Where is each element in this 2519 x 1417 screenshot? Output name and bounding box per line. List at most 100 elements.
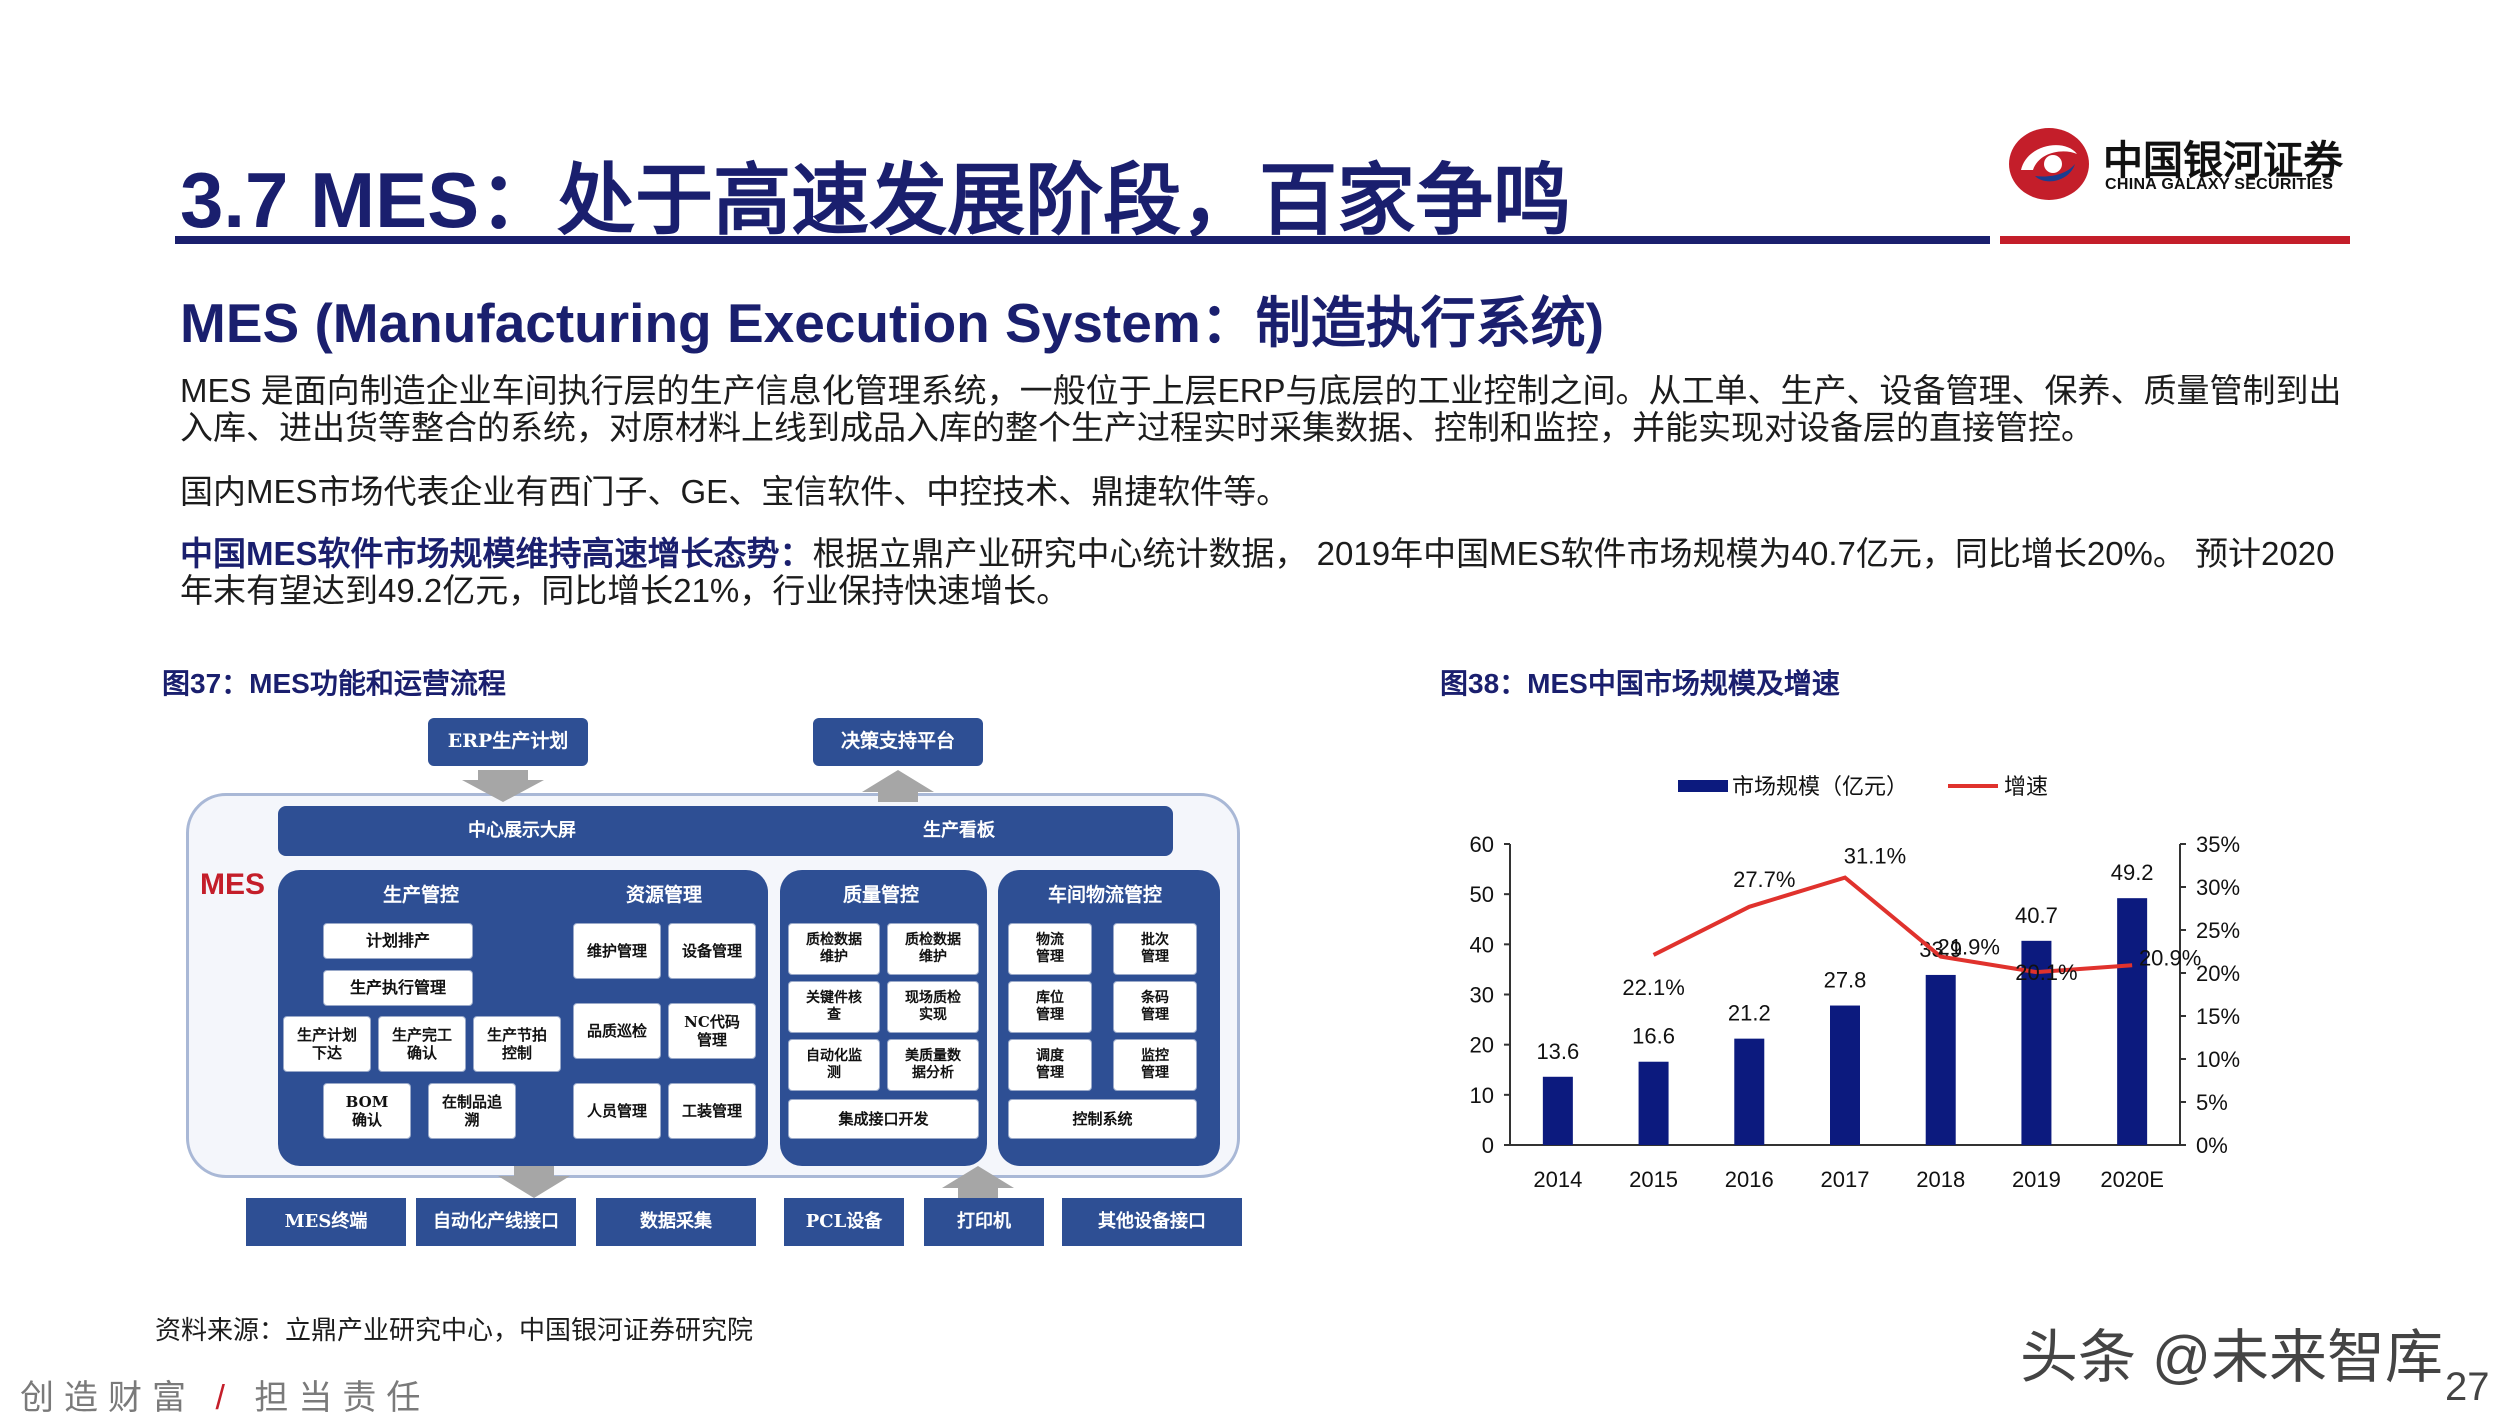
- mes-label: MES: [200, 868, 266, 901]
- bottom-box-line-interface: 自动化产线接口: [416, 1198, 576, 1246]
- item-qc-data-1: 质检数据 维护: [788, 923, 880, 975]
- x-tick-label: 2017: [1821, 1167, 1870, 1192]
- bottom-box-mes-terminal: MES终端: [246, 1198, 406, 1246]
- x-tick-label: 2015: [1629, 1167, 1678, 1192]
- bar-value-label: 16.6: [1632, 1024, 1675, 1049]
- page-title: 3.7 MES：处于高速发展阶段，百家争鸣: [180, 156, 1572, 244]
- growth-value-label: 20.1%: [2015, 960, 2077, 985]
- footer-slogan: 创造财富 / 担当责任: [20, 1370, 430, 1417]
- bar-value-label: 49.2: [2111, 860, 2154, 885]
- title-rule-red: [2000, 236, 2350, 244]
- x-tick-label: 2019: [2012, 1167, 2061, 1192]
- panel-title-production: 生产管控: [383, 884, 460, 906]
- item-qc-data-2: 质检数据 维护: [887, 923, 979, 975]
- panel-title-resources: 资源管理: [626, 884, 703, 906]
- bar: [2117, 898, 2148, 1145]
- logo-en-text: CHINA GALAXY SECURITIES: [2105, 176, 2334, 193]
- y-tick-label-left: 40: [1470, 932, 1494, 957]
- y-tick-label-right: 5%: [2196, 1090, 2228, 1115]
- flow-arrows: [462, 770, 1014, 1198]
- brand-logo: 中国银河证券 CHINA GALAXY SECURITIES: [2005, 120, 2365, 210]
- item-personnel: 人员管理: [573, 1083, 661, 1139]
- y-tick-label-right: 30%: [2196, 875, 2240, 900]
- item-control-system: 控制系统: [1008, 1099, 1197, 1139]
- paragraph-market-players: 国内MES市场代表企业有西门子、GE、宝信软件、中控技术、鼎捷软件等。: [180, 473, 1290, 510]
- y-tick-label-right: 0%: [2196, 1133, 2228, 1158]
- item-completion-confirm: 生产完工 确认: [378, 1016, 466, 1072]
- section-subtitle: MES (Manufacturing Execution System：制造执行…: [180, 292, 1605, 354]
- y-tick-label-left: 50: [1470, 882, 1494, 907]
- bar-value-label: 21.2: [1728, 1001, 1771, 1026]
- figure38-caption: 图38：MES中国市场规模及增速: [1440, 668, 1840, 699]
- bar-value-label: 27.8: [1824, 968, 1867, 993]
- item-key-part-check: 关键件核 查: [788, 981, 880, 1033]
- item-plan-release: 生产计划 下达: [283, 1016, 371, 1072]
- bar: [1542, 1076, 1573, 1145]
- bar: [2021, 940, 2052, 1145]
- item-onsite-qc: 现场质检 实现: [887, 981, 979, 1033]
- growth-value-label: 31.1%: [1844, 844, 1906, 869]
- item-maintenance: 维护管理: [573, 923, 661, 979]
- paragraph-lead: 中国MES软件市场规模维持高速增长态势：: [180, 535, 813, 572]
- y-tick-label-right: 25%: [2196, 918, 2240, 943]
- legend-line-label: 增速: [2004, 774, 2048, 799]
- paragraph-market-growth: 中国MES软件市场规模维持高速增长态势：根据立鼎产业研究中心统计数据， 2019…: [180, 535, 2360, 609]
- growth-value-label: 21.9%: [1938, 935, 2000, 960]
- y-tick-label-left: 20: [1470, 1033, 1494, 1058]
- item-bom-confirm: BOM 确认: [323, 1083, 411, 1139]
- item-plan-scheduling: 计划排产: [323, 923, 473, 959]
- bar-value-label: 13.6: [1536, 1039, 1579, 1064]
- item-quality-patrol: 品质巡检: [573, 1003, 661, 1059]
- legend-bar-label: 市场规模（亿元）: [1732, 774, 1908, 799]
- y-tick-label-left: 10: [1470, 1083, 1494, 1108]
- slogan-right: 担当责任: [254, 1379, 431, 1417]
- slogan-left: 创造财富: [20, 1379, 196, 1417]
- page-number: 27: [2445, 1365, 2490, 1409]
- y-tick-label-left: 60: [1470, 832, 1494, 857]
- item-location-mgmt: 库位 管理: [1008, 981, 1092, 1033]
- figure37-caption: 图37：MES功能和运营流程: [162, 668, 506, 699]
- bottom-box-other-devices: 其他设备接口: [1062, 1198, 1242, 1246]
- y-tick-label-right: 15%: [2196, 1004, 2240, 1029]
- watermark: 头条 @未来智库: [2020, 1325, 2443, 1390]
- item-quality-analysis: 美质量数 据分析: [887, 1039, 979, 1091]
- bottom-box-pcl: PCL设备: [784, 1198, 904, 1246]
- item-integration-interface: 集成接口开发: [788, 1099, 979, 1139]
- market-size-chart: 0 10 20 30 40 50 60 0% 5% 10% 15% 20% 25% 30% 35% 13.6 2…: [1470, 774, 2241, 1192]
- item-equipment: 设备管理: [668, 923, 756, 979]
- y-tick-label-right: 20%: [2196, 961, 2240, 986]
- bar-value-label: 40.7: [2015, 903, 2058, 928]
- item-nc-code: NC代码 管理: [668, 1003, 756, 1059]
- x-tick-label: 2016: [1725, 1167, 1774, 1192]
- growth-line: [1652, 875, 2133, 975]
- title-rule-blue: [175, 236, 1990, 244]
- legend-bar-swatch: [1678, 780, 1728, 792]
- item-dispatch-mgmt: 调度 管理: [1008, 1039, 1092, 1091]
- paragraph-body: 根据立鼎产业研究中心统计数据， 2019年中国MES软件市场规模为40.7亿元，…: [180, 535, 2335, 609]
- growth-value-label: 27.7%: [1733, 867, 1795, 892]
- paragraph-mes-definition: MES 是面向制造企业车间执行层的生产信息化管理系统，一般位于上层ERP与底层的…: [180, 372, 2342, 446]
- item-wip-trace: 在制品追 溯: [428, 1083, 516, 1139]
- bar: [1925, 974, 1956, 1145]
- item-batch-mgmt: 批次 管理: [1113, 923, 1197, 975]
- item-tooling: 工装管理: [668, 1083, 756, 1139]
- bottom-box-data-collection: 数据采集: [596, 1198, 756, 1246]
- item-monitor-mgmt: 监控 管理: [1113, 1039, 1197, 1091]
- panel-title-logistics: 车间物流管控: [1048, 884, 1163, 906]
- item-logistics-mgmt: 物流 管理: [1008, 923, 1092, 975]
- mes-flow-diagram: ERP生产计划 决策支持平台 中心展示大屏 生产看板 MES 生产管控 资源管理…: [178, 718, 1248, 1248]
- item-barcode-mgmt: 条码 管理: [1113, 981, 1197, 1033]
- growth-value-label: 20.9%: [2139, 945, 2201, 970]
- panel-title-quality: 质量管控: [843, 884, 920, 906]
- logo-cn-text: 中国银河证券: [2103, 139, 2343, 183]
- source-note: 资料来源：立鼎产业研究中心，中国银河证券研究院: [155, 1315, 754, 1345]
- galaxy-logo-icon: [2009, 128, 2089, 200]
- y-tick-label-right: 35%: [2196, 832, 2240, 857]
- display-banner: 中心展示大屏 生产看板: [278, 806, 1173, 856]
- item-execution-mgmt: 生产执行管理: [323, 970, 473, 1006]
- slogan-separator: /: [215, 1379, 235, 1417]
- y-tick-label-right: 10%: [2196, 1047, 2240, 1072]
- bar: [1830, 1005, 1860, 1145]
- x-tick-label: 2014: [1533, 1167, 1582, 1192]
- y-tick-label-left: 30: [1470, 983, 1494, 1008]
